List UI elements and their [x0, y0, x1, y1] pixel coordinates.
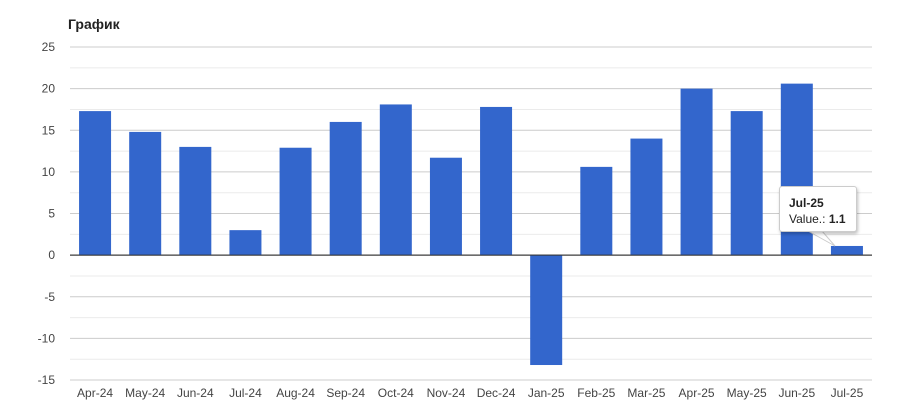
y-tick-label: 20 [42, 82, 56, 96]
tooltip-value: 1.1 [828, 212, 846, 226]
bar [630, 138, 663, 256]
bar [530, 255, 563, 366]
tooltip-label: Value.: [789, 212, 826, 226]
tooltip-category: Jul-25 [789, 196, 824, 210]
y-tick-label: 5 [48, 207, 55, 221]
chart-title: График [68, 16, 120, 32]
bar [429, 157, 462, 256]
x-tick-label: Dec-24 [477, 386, 516, 400]
x-tick-label: Jul-25 [831, 386, 864, 400]
tooltip: Jul-25 Value.: 1.1 [779, 186, 857, 232]
bar [830, 245, 863, 256]
bar [379, 104, 412, 256]
bar [680, 88, 713, 256]
bar [79, 111, 112, 256]
bar [129, 131, 162, 256]
x-tick-label: Feb-25 [577, 386, 615, 400]
x-tick-label: Apr-25 [679, 386, 715, 400]
y-tick-label: 25 [42, 40, 56, 54]
bar [279, 147, 312, 256]
x-tick-label: Mar-25 [627, 386, 665, 400]
x-tick-label: Jun-24 [177, 386, 214, 400]
bar [730, 111, 763, 256]
x-tick-label: Jan-25 [528, 386, 565, 400]
y-tick-label: 10 [42, 165, 56, 179]
x-tick-label: Nov-24 [427, 386, 466, 400]
bar [179, 146, 212, 256]
y-tick-label: 0 [48, 248, 55, 262]
y-tick-label: -10 [38, 331, 56, 345]
bar [229, 230, 262, 256]
y-tick-label: -5 [44, 290, 55, 304]
y-tick-label: -15 [38, 373, 56, 387]
x-tick-label: Jul-24 [229, 386, 262, 400]
x-tick-label: Sep-24 [326, 386, 365, 400]
x-tick-label: Jun-25 [778, 386, 815, 400]
bar [580, 166, 613, 256]
x-tick-label: Aug-24 [276, 386, 315, 400]
x-tick-label: Apr-24 [77, 386, 113, 400]
x-tick-label: Oct-24 [378, 386, 414, 400]
bar [329, 121, 362, 256]
x-tick-label: May-25 [727, 386, 767, 400]
y-tick-label: 15 [42, 123, 56, 137]
bar [480, 106, 513, 256]
x-tick-label: May-24 [125, 386, 165, 400]
tooltip-row: Value.: 1.1 [789, 212, 846, 226]
